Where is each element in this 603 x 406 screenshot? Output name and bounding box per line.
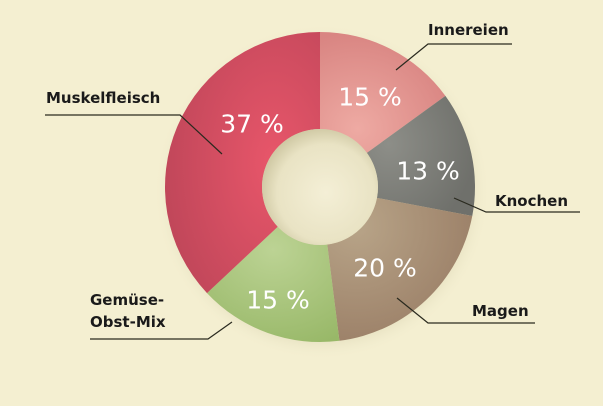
label-knochen: Knochen: [495, 192, 569, 210]
slice-magen: [327, 197, 473, 341]
label-muskelfleisch: Muskelfleisch: [46, 89, 161, 107]
leader-line-gemuese: [90, 321, 233, 340]
slice-gemuese: [207, 226, 340, 342]
pct-muskelfleisch: 37 %: [220, 109, 284, 139]
label-innereien: Innereien: [428, 21, 509, 39]
leader-line-knochen: [453, 197, 580, 213]
pct-knochen: 13 %: [396, 156, 460, 186]
pct-gemuese: 15 %: [246, 285, 310, 315]
leader-line-innereien: [395, 43, 512, 71]
label-gemuese-line1: Gemüse-: [90, 291, 165, 309]
label-magen: Magen: [472, 302, 529, 320]
donut-slices: [164, 32, 475, 342]
pct-magen: 20 %: [353, 253, 417, 283]
leader-lines: [45, 43, 580, 340]
pct-innereien: 15 %: [338, 82, 402, 112]
slice-knochen: [366, 95, 475, 217]
leader-line-magen: [396, 297, 535, 324]
label-gemuese-line2: Obst-Mix: [90, 313, 166, 331]
donut-hole: [262, 129, 378, 245]
leader-line-muskelfleisch: [45, 114, 223, 155]
slice-muskelfleisch: [164, 32, 320, 294]
slice-innereien: [320, 32, 446, 153]
